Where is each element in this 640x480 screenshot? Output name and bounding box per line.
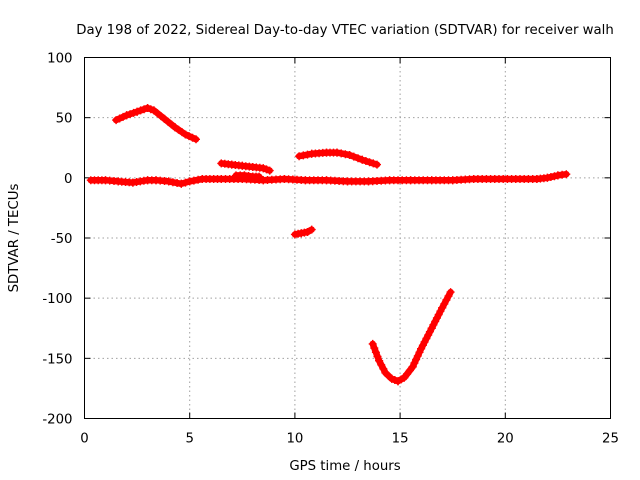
data-point-marker — [422, 334, 431, 343]
data-point-marker — [410, 359, 419, 368]
series-main-band — [86, 170, 571, 188]
data-point-marker — [189, 176, 198, 185]
y-tick-label: -100 — [42, 292, 72, 307]
data-point-marker — [265, 166, 274, 175]
data-point-marker — [307, 225, 316, 234]
data-point-marker — [112, 116, 121, 125]
data-point-marker — [375, 356, 384, 365]
y-tick-label: 50 — [56, 112, 73, 127]
series-segment-7h — [217, 159, 274, 175]
data-point-marker — [432, 314, 441, 322]
data-point-marker — [425, 327, 434, 336]
data-point-marker — [434, 310, 443, 319]
data-point-marker — [177, 179, 186, 188]
data-point-marker — [358, 155, 367, 164]
series-arc-midday — [295, 148, 381, 169]
x-tick-label: 25 — [602, 432, 619, 447]
series-layer — [86, 104, 571, 386]
data-point-marker — [361, 157, 370, 165]
data-point-marker — [181, 130, 190, 139]
series-band — [369, 288, 454, 385]
y-tick-label: -50 — [51, 232, 73, 247]
series-segment-10h — [290, 225, 316, 239]
data-point-marker — [368, 339, 377, 348]
data-point-marker — [543, 173, 552, 182]
y-axis-label: SDTVAR / TECUs — [7, 184, 22, 293]
plot-frame — [84, 57, 611, 419]
chart-title: Day 198 of 2022, Sidereal Day-to-day VTE… — [76, 23, 614, 38]
data-point-marker — [295, 152, 304, 161]
data-point-marker — [126, 110, 135, 119]
data-point-marker — [373, 160, 381, 169]
x-tick-label: 0 — [80, 432, 88, 447]
data-point-marker — [192, 135, 200, 144]
x-tick-label: 15 — [392, 432, 409, 447]
data-point-marker — [255, 172, 264, 181]
data-point-marker — [418, 341, 427, 350]
data-point-marker — [133, 107, 142, 116]
x-tick-label: 10 — [286, 432, 303, 447]
data-point-marker — [415, 348, 424, 357]
y-tick-label: -200 — [42, 413, 72, 428]
data-point-marker — [446, 288, 455, 297]
data-point-marker — [303, 228, 312, 236]
data-point-marker — [373, 352, 382, 361]
grid-layer — [84, 57, 611, 419]
y-tick-label: 100 — [47, 52, 72, 67]
x-axis-label: GPS time / hours — [289, 459, 400, 474]
y-tick-label: 0 — [64, 172, 72, 187]
series-segment-7h-low — [232, 171, 264, 181]
data-point-marker — [370, 344, 379, 353]
data-point-marker — [194, 175, 203, 184]
data-point-marker — [424, 331, 433, 340]
data-point-marker — [408, 362, 417, 371]
y-tick-label: -150 — [42, 352, 72, 367]
data-point-marker — [129, 108, 138, 117]
data-point-marker — [140, 105, 149, 114]
data-point-marker — [333, 148, 341, 157]
data-point-marker — [122, 111, 131, 120]
data-point-marker — [546, 173, 555, 181]
data-point-marker — [303, 150, 312, 159]
data-point-marker — [164, 177, 173, 186]
data-point-marker — [436, 307, 445, 316]
x-tick-label: 20 — [497, 432, 514, 447]
series-arc-early — [112, 104, 200, 144]
data-point-marker — [420, 337, 429, 346]
data-point-marker — [115, 114, 124, 123]
data-point-marker — [369, 159, 378, 168]
series-dip-15h — [368, 288, 455, 386]
data-point-marker — [413, 351, 422, 360]
data-point-marker — [168, 178, 177, 187]
data-point-marker — [562, 170, 571, 179]
data-point-marker — [341, 150, 350, 159]
data-point-marker — [349, 152, 358, 161]
data-point-marker — [354, 154, 362, 163]
tick-layer — [84, 57, 611, 419]
data-point-marker — [185, 177, 194, 186]
tick-label-layer: 0 5 10 15 20 25 -200 -150 -100 -50 0 50 100 — [42, 52, 619, 447]
data-point-marker — [185, 132, 193, 141]
data-point-marker — [429, 320, 438, 329]
data-point-marker — [427, 324, 436, 333]
data-point-marker — [173, 179, 182, 187]
x-tick-label: 5 — [185, 432, 193, 447]
data-point-marker — [188, 133, 197, 142]
data-point-marker — [345, 151, 354, 159]
data-point-marker — [181, 178, 190, 187]
data-point-marker — [337, 149, 346, 158]
data-point-marker — [431, 317, 440, 326]
data-point-marker — [417, 344, 426, 353]
data-point-marker — [136, 106, 145, 115]
data-point-marker — [119, 112, 128, 121]
data-point-marker — [365, 158, 374, 167]
data-point-marker — [299, 151, 308, 160]
data-point-marker — [371, 348, 380, 357]
data-point-marker — [550, 172, 559, 181]
data-point-marker — [412, 355, 421, 364]
